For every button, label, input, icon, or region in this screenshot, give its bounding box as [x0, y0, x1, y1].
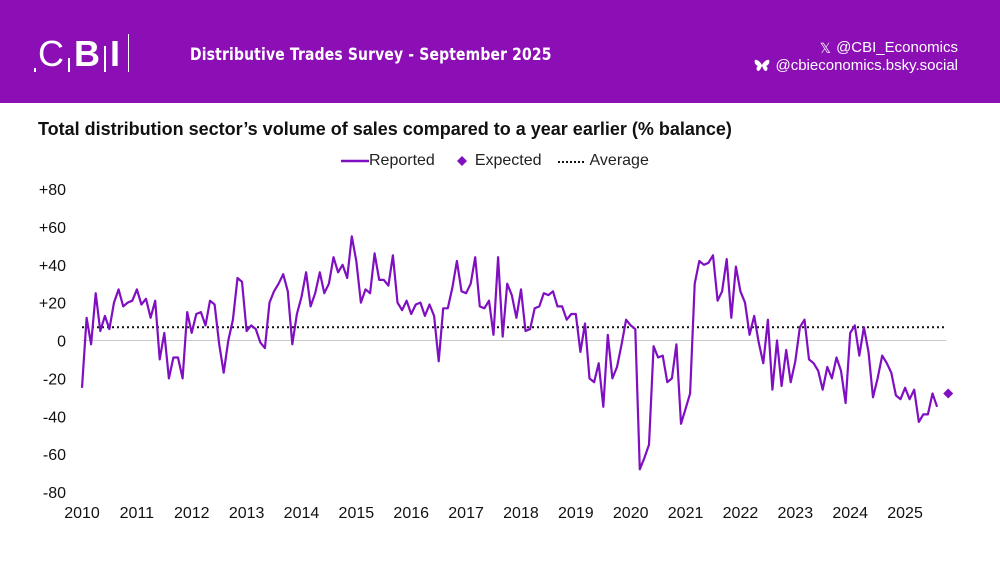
x-tick-label: 2014 [284, 505, 320, 522]
survey-title: Distributive Trades Survey - September 2… [190, 45, 552, 65]
x-tick-label: 2021 [668, 505, 704, 522]
y-tick-label: -60 [43, 447, 66, 464]
x-tick-label: 2020 [613, 505, 649, 522]
y-tick-label: 0 [57, 334, 66, 351]
y-tick-label: -80 [43, 485, 66, 502]
x-tick-label: 2019 [558, 505, 594, 522]
y-tick-label: +80 [39, 182, 66, 199]
x-tick-label: 2024 [832, 505, 868, 522]
reported-series-line [80, 235, 939, 471]
legend-label-average: Average [589, 152, 649, 169]
legend-label-reported: Reported [369, 152, 435, 169]
x-handle-row[interactable]: 𝕏 @CBI_Economics [754, 39, 958, 57]
x-tick-label: 2012 [174, 505, 210, 522]
legend-item-expected: Expected [455, 152, 542, 170]
x-tick-label: 2010 [64, 505, 100, 522]
x-tick-label: 2016 [393, 505, 429, 522]
social-handles: 𝕏 @CBI_Economics @cbieconomics.bsky.soci… [754, 39, 958, 75]
legend-dotted-swatch [557, 161, 584, 163]
x-tick-label: 2017 [448, 505, 484, 522]
y-tick-label: -40 [43, 409, 66, 426]
legend-item-average: Average [557, 152, 649, 170]
y-tick-label: +20 [39, 296, 66, 313]
cbi-logo: C B I [34, 34, 133, 72]
expected-marker [943, 388, 954, 399]
legend-line-swatch [341, 159, 369, 163]
x-tick-label: 2022 [723, 505, 759, 522]
x-tick-label: 2018 [503, 505, 539, 522]
bluesky-handle-row[interactable]: @cbieconomics.bsky.social [754, 57, 958, 75]
x-tick-label: 2013 [229, 505, 265, 522]
legend-label-expected: Expected [474, 152, 542, 169]
y-tick-label: +60 [39, 220, 66, 237]
chart-legend: Reported Expected Average [341, 152, 665, 170]
x-tick-label: 2015 [339, 505, 375, 522]
chart-title: Total distribution sector’s volume of sa… [38, 119, 732, 139]
x-icon: 𝕏 [819, 40, 832, 56]
bluesky-handle: @cbieconomics.bsky.social [775, 57, 958, 74]
legend-diamond-swatch [456, 156, 467, 166]
header-banner: C B I Distributive Trades Survey - Septe… [0, 0, 1000, 103]
legend-item-reported: Reported [341, 152, 435, 170]
x-tick-label: 2025 [887, 505, 923, 522]
x-tick-label: 2011 [120, 505, 155, 522]
x-tick-label: 2023 [778, 505, 814, 522]
y-tick-label: -20 [43, 371, 66, 388]
x-handle: @CBI_Economics [836, 39, 958, 56]
y-tick-label: +40 [39, 258, 66, 275]
bluesky-butterfly-icon [755, 59, 770, 71]
